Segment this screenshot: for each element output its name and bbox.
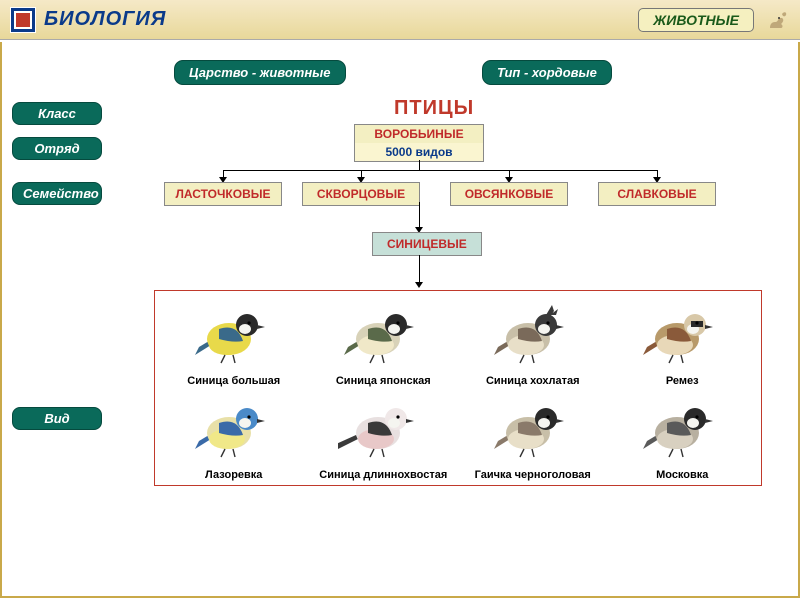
species-name: Ремез bbox=[612, 375, 754, 387]
class-title: ПТИЦЫ bbox=[394, 97, 474, 120]
species-name: Синица хохлатая bbox=[462, 375, 604, 387]
header-bar: БИОЛОГИЯ ЖИВОТНЫЕ bbox=[0, 0, 800, 40]
species-name: Синица японская bbox=[313, 375, 455, 387]
bird-illustration bbox=[462, 299, 604, 373]
bird-illustration bbox=[163, 393, 305, 467]
species-cell[interactable]: Синица большая bbox=[163, 299, 305, 387]
order-name: ВОРОБЬИНЫЕ bbox=[355, 125, 483, 143]
order-box[interactable]: ВОРОБЬИНЫЕ 5000 видов bbox=[354, 124, 484, 162]
bird-illustration bbox=[612, 299, 754, 373]
app-logo bbox=[10, 7, 36, 33]
species-name: Синица длиннохвостая bbox=[313, 469, 455, 481]
phylum-badge: Тип - хордовые bbox=[482, 60, 612, 85]
connector bbox=[223, 170, 657, 171]
family-box[interactable]: СЛАВКОВЫЕ bbox=[598, 182, 716, 206]
arrow-icon bbox=[415, 282, 423, 288]
kingdom-badge: Царство - животные bbox=[174, 60, 346, 85]
selected-family-box[interactable]: СИНИЦЕВЫЕ bbox=[372, 232, 482, 256]
connector bbox=[419, 255, 420, 283]
bird-illustration bbox=[163, 299, 305, 373]
species-cell[interactable]: Синица хохлатая bbox=[462, 299, 604, 387]
rank-species-label: Вид bbox=[12, 407, 102, 430]
species-name: Лазоревка bbox=[163, 469, 305, 481]
species-cell[interactable]: Синица длиннохвостая bbox=[313, 393, 455, 481]
family-box[interactable]: СКВОРЦОВЫЕ bbox=[302, 182, 420, 206]
connector bbox=[419, 160, 420, 170]
bird-illustration bbox=[462, 393, 604, 467]
species-cell[interactable]: Лазоревка bbox=[163, 393, 305, 481]
squirrel-icon bbox=[762, 6, 790, 34]
rank-class-label: Класс bbox=[12, 102, 102, 125]
rank-family-label: Семейство bbox=[12, 182, 102, 205]
order-count: 5000 видов bbox=[355, 143, 483, 161]
bird-illustration bbox=[313, 393, 455, 467]
species-frame: Синица большая Синица японская Синица хохл… bbox=[154, 290, 762, 486]
species-cell[interactable]: Московка bbox=[612, 393, 754, 481]
family-box[interactable]: ЛАСТОЧКОВЫЕ bbox=[164, 182, 282, 206]
rank-order-label: Отряд bbox=[12, 137, 102, 160]
app-title: БИОЛОГИЯ bbox=[44, 8, 166, 31]
species-cell[interactable]: Гаичка черноголовая bbox=[462, 393, 604, 481]
content-frame: Царство - животные Тип - хордовые Класс … bbox=[0, 42, 800, 598]
bird-illustration bbox=[313, 299, 455, 373]
family-box[interactable]: ОВСЯНКОВЫЕ bbox=[450, 182, 568, 206]
section-button[interactable]: ЖИВОТНЫЕ bbox=[638, 8, 754, 32]
species-name: Московка bbox=[612, 469, 754, 481]
bird-illustration bbox=[612, 393, 754, 467]
species-name: Синица большая bbox=[163, 375, 305, 387]
species-cell[interactable]: Ремез bbox=[612, 299, 754, 387]
species-name: Гаичка черноголовая bbox=[462, 469, 604, 481]
species-cell[interactable]: Синица японская bbox=[313, 299, 455, 387]
connector bbox=[419, 202, 420, 228]
